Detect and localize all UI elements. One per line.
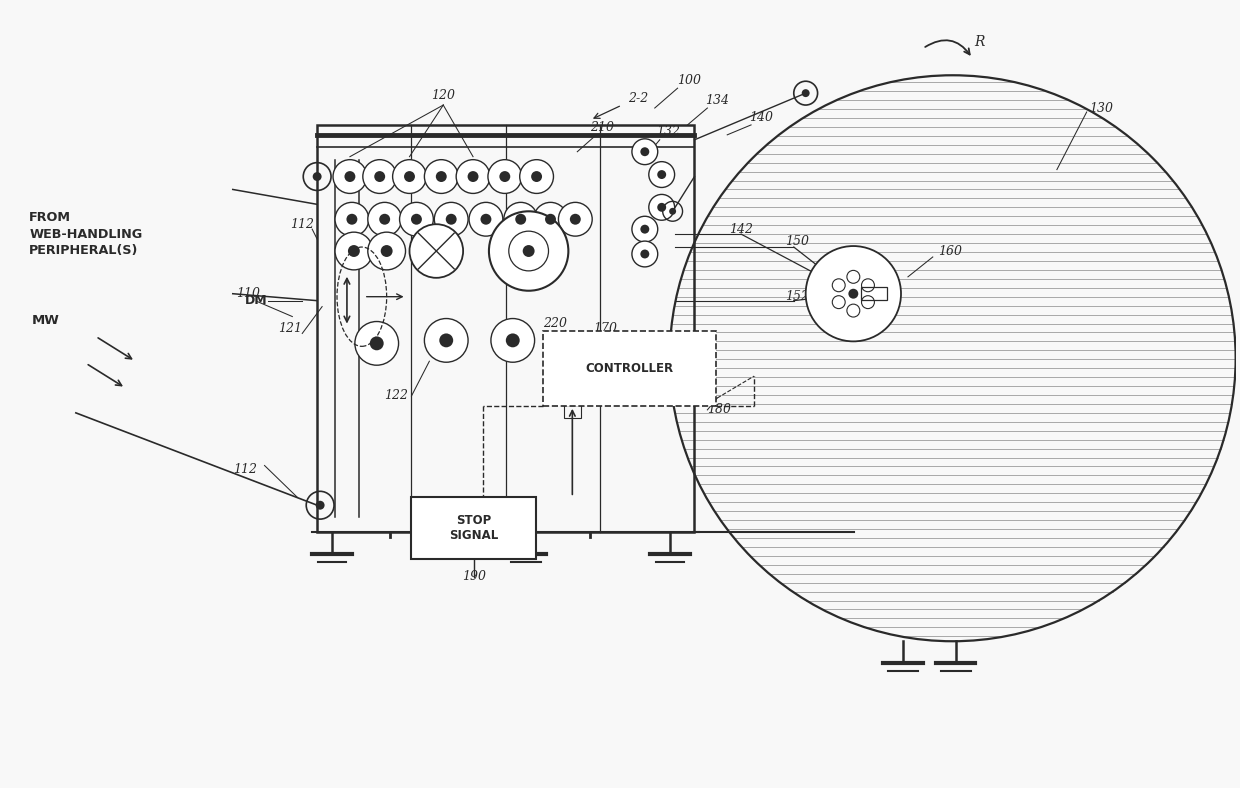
Circle shape bbox=[487, 160, 522, 193]
Circle shape bbox=[345, 171, 356, 182]
Bar bbox=[543, 332, 717, 406]
Circle shape bbox=[558, 203, 593, 236]
Circle shape bbox=[335, 232, 373, 269]
Circle shape bbox=[657, 203, 666, 212]
Text: 112: 112 bbox=[290, 217, 314, 231]
Text: 130: 130 bbox=[1090, 102, 1114, 114]
Circle shape bbox=[381, 245, 393, 257]
Circle shape bbox=[848, 288, 858, 299]
Circle shape bbox=[520, 160, 553, 193]
Circle shape bbox=[363, 160, 397, 193]
Text: 122: 122 bbox=[384, 389, 409, 403]
Text: 180: 180 bbox=[707, 403, 732, 416]
Circle shape bbox=[409, 225, 463, 278]
Text: 142: 142 bbox=[729, 223, 753, 236]
Bar bbox=[317, 125, 694, 532]
Circle shape bbox=[316, 500, 325, 510]
Circle shape bbox=[346, 214, 357, 225]
Circle shape bbox=[434, 203, 467, 236]
Circle shape bbox=[410, 214, 422, 225]
Circle shape bbox=[480, 214, 491, 225]
Bar bbox=[862, 288, 887, 300]
Circle shape bbox=[523, 245, 534, 257]
Circle shape bbox=[404, 171, 415, 182]
Text: 134: 134 bbox=[706, 94, 729, 106]
Text: 190: 190 bbox=[463, 571, 486, 583]
Text: 210: 210 bbox=[590, 121, 614, 135]
Text: MW: MW bbox=[32, 314, 60, 327]
Circle shape bbox=[546, 214, 556, 225]
Circle shape bbox=[469, 203, 503, 236]
Text: 160: 160 bbox=[937, 244, 962, 258]
Circle shape bbox=[640, 147, 650, 156]
Circle shape bbox=[393, 160, 427, 193]
Text: 140: 140 bbox=[749, 111, 773, 125]
Circle shape bbox=[500, 171, 511, 182]
Circle shape bbox=[806, 246, 901, 341]
Circle shape bbox=[370, 336, 383, 351]
Text: 2-2: 2-2 bbox=[627, 91, 649, 105]
Circle shape bbox=[355, 322, 398, 365]
Circle shape bbox=[670, 208, 676, 215]
Text: STOP
SIGNAL: STOP SIGNAL bbox=[449, 514, 498, 542]
Text: 110: 110 bbox=[236, 287, 259, 300]
Circle shape bbox=[334, 160, 367, 193]
Circle shape bbox=[640, 225, 650, 233]
Circle shape bbox=[456, 160, 490, 193]
Text: 100: 100 bbox=[677, 74, 702, 87]
Text: 222: 222 bbox=[560, 347, 584, 360]
Circle shape bbox=[632, 241, 657, 267]
Circle shape bbox=[348, 245, 360, 257]
Circle shape bbox=[424, 160, 458, 193]
Text: FROM
WEB-HANDLING
PERIPHERAL(S): FROM WEB-HANDLING PERIPHERAL(S) bbox=[30, 211, 143, 257]
Text: 150: 150 bbox=[785, 235, 808, 247]
Text: 121: 121 bbox=[278, 322, 303, 335]
Circle shape bbox=[368, 203, 402, 236]
Text: 170: 170 bbox=[593, 322, 618, 335]
Circle shape bbox=[445, 214, 456, 225]
Circle shape bbox=[649, 195, 675, 220]
Circle shape bbox=[335, 203, 368, 236]
Text: R: R bbox=[975, 35, 985, 50]
Text: 132: 132 bbox=[656, 125, 680, 139]
Text: DM: DM bbox=[244, 294, 268, 307]
Circle shape bbox=[491, 318, 534, 362]
Text: 134: 134 bbox=[640, 351, 663, 365]
Text: 152: 152 bbox=[785, 290, 808, 303]
Text: 112: 112 bbox=[233, 463, 257, 476]
Bar bbox=[412, 497, 536, 559]
Circle shape bbox=[506, 333, 520, 348]
Circle shape bbox=[632, 216, 657, 242]
Circle shape bbox=[503, 203, 538, 236]
Circle shape bbox=[312, 172, 321, 181]
Circle shape bbox=[424, 318, 467, 362]
Circle shape bbox=[570, 214, 580, 225]
Circle shape bbox=[368, 232, 405, 269]
Circle shape bbox=[467, 171, 479, 182]
Circle shape bbox=[435, 171, 446, 182]
Circle shape bbox=[632, 139, 657, 165]
Circle shape bbox=[640, 250, 650, 258]
Text: 120: 120 bbox=[432, 88, 455, 102]
Text: 220: 220 bbox=[543, 317, 568, 330]
Circle shape bbox=[374, 171, 386, 182]
Circle shape bbox=[649, 162, 675, 188]
Circle shape bbox=[802, 89, 810, 97]
Circle shape bbox=[379, 214, 391, 225]
Circle shape bbox=[516, 214, 526, 225]
Circle shape bbox=[489, 211, 568, 291]
Text: CONTROLLER: CONTROLLER bbox=[585, 362, 673, 375]
Circle shape bbox=[533, 203, 568, 236]
Circle shape bbox=[657, 170, 666, 179]
Circle shape bbox=[531, 171, 542, 182]
Bar bbox=[563, 361, 584, 405]
Circle shape bbox=[439, 333, 453, 348]
Circle shape bbox=[399, 203, 433, 236]
Bar bbox=[564, 404, 582, 418]
